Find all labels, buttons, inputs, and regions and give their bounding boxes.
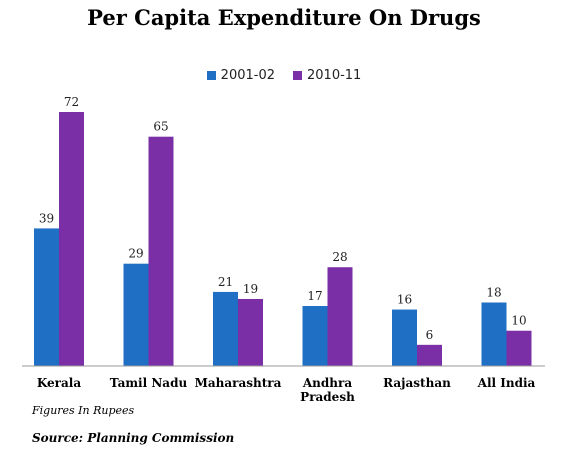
bar-2-6 xyxy=(506,330,532,366)
data-label-1-6: 18 xyxy=(486,286,501,300)
data-label-1-1: 39 xyxy=(39,211,54,225)
data-label-1-5: 16 xyxy=(397,293,412,307)
bar-2-4 xyxy=(327,267,353,366)
legend-label-series-2: 2010-11 xyxy=(307,68,362,83)
legend-label-series-1: 2001-02 xyxy=(220,68,275,83)
x-tick-label-4-line-2: Pradesh xyxy=(300,390,355,404)
bar-2-2 xyxy=(148,136,174,366)
x-tick-label-2: Tamil Nadu xyxy=(110,376,188,390)
x-tick-label-6: All India xyxy=(477,376,536,390)
data-label-2-4: 28 xyxy=(332,250,347,264)
x-tick-label-5: Rajasthan xyxy=(383,376,451,390)
legend-item-series-2: 2010-11 xyxy=(293,68,361,83)
bar-2-1 xyxy=(59,112,84,366)
bar-2-3 xyxy=(238,298,263,366)
data-label-2-1: 72 xyxy=(64,95,79,109)
data-label-2-2: 65 xyxy=(153,120,168,134)
bar-2-5 xyxy=(417,344,442,366)
x-tick-label-1: Kerala xyxy=(37,376,81,390)
data-label-2-3: 19 xyxy=(243,282,258,296)
data-label-2-6: 10 xyxy=(511,314,526,328)
bar-1-1 xyxy=(34,228,59,366)
x-tick-label-4-line-1: Andhra xyxy=(302,376,352,390)
legend-item-series-1: 2001-02 xyxy=(206,68,275,83)
legend: 2001-02 2010-11 xyxy=(0,68,568,83)
bar-1-2 xyxy=(123,263,149,366)
legend-swatch-series-2 xyxy=(293,71,302,80)
source-note: Source: Planning Commission xyxy=(32,431,235,445)
x-tick-label-3: Maharashtra xyxy=(195,376,282,390)
footnote: Figures In Rupees xyxy=(32,404,135,417)
legend-swatch-series-1 xyxy=(206,71,216,80)
chart-title: Per Capita Expenditure On Drugs xyxy=(87,5,481,30)
data-label-1-4: 17 xyxy=(307,289,322,303)
data-label-1-2: 29 xyxy=(128,247,143,261)
bar-1-4 xyxy=(302,306,328,366)
bar-1-6 xyxy=(481,302,507,366)
data-label-1-3: 21 xyxy=(218,275,233,289)
bar-1-5 xyxy=(392,309,417,366)
data-label-2-5: 6 xyxy=(426,328,434,342)
bar-1-3 xyxy=(213,291,238,366)
